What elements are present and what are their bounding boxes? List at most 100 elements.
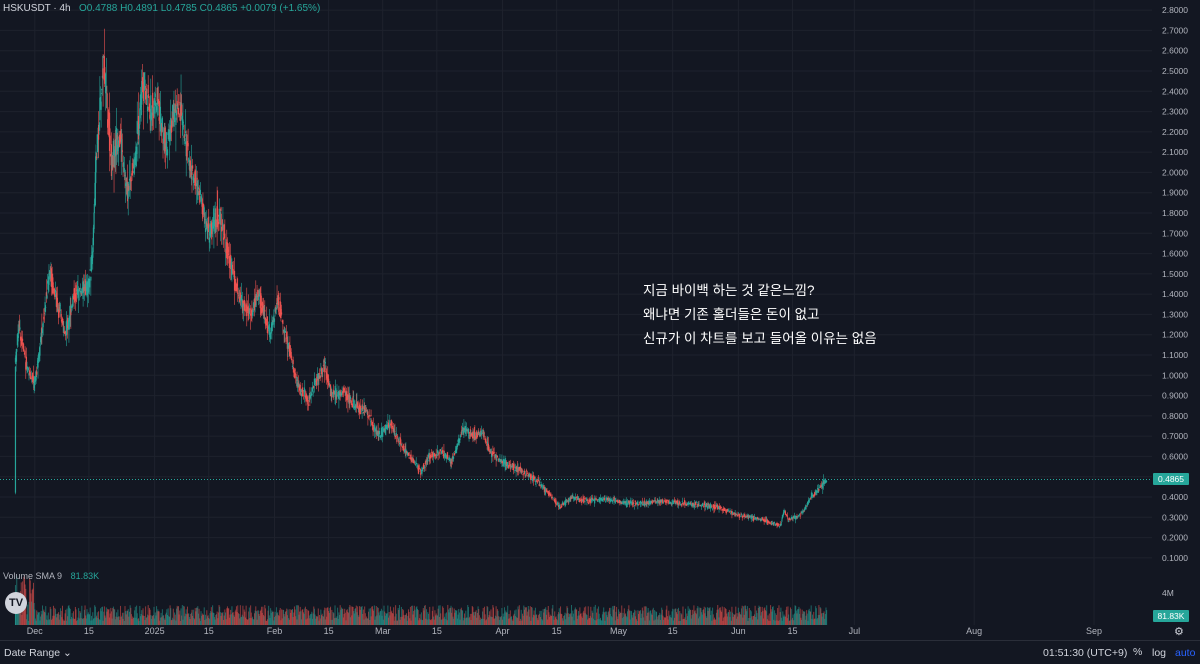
volume-bar	[109, 613, 111, 625]
candle-body	[495, 459, 497, 460]
candle-body	[605, 497, 607, 500]
candle-body	[558, 505, 560, 507]
candle-body	[20, 338, 22, 340]
volume-bar	[315, 615, 317, 625]
candle-body	[719, 506, 721, 509]
symbol-legend[interactable]: HSKUSDT · 4h O0.4788 H0.4891 L0.4785 C0.…	[3, 3, 320, 14]
candle-body	[503, 462, 506, 464]
candle-body	[391, 425, 393, 428]
candle-body	[97, 124, 100, 140]
volume-bar	[91, 620, 93, 625]
log-scale-button[interactable]: log	[1152, 647, 1167, 659]
candle-body	[487, 441, 489, 445]
candle-body	[390, 424, 392, 425]
clock-display[interactable]: 01:51:30 (UTC+9)	[1043, 647, 1128, 659]
candle-body	[458, 438, 460, 443]
candle-body	[739, 516, 741, 518]
date-range-button[interactable]: Date Range ⌄	[4, 647, 72, 659]
volume-bar	[770, 605, 772, 625]
volume-bar	[147, 614, 149, 625]
volume-bar	[71, 616, 73, 625]
candle-body	[450, 458, 452, 464]
volume-bar	[738, 613, 740, 625]
candlesticks	[14, 28, 828, 529]
candle-body	[422, 468, 424, 469]
candle-body	[436, 454, 438, 456]
volume-bar	[344, 612, 346, 625]
volume-bar	[741, 605, 743, 625]
volume-bar	[340, 607, 342, 625]
volume-bar	[321, 615, 323, 625]
volume-bar	[752, 615, 754, 625]
volume-bar	[795, 606, 797, 625]
candle-body	[283, 330, 285, 334]
x-tick-label: Mar	[375, 626, 391, 636]
candle-body	[672, 502, 674, 504]
volume-bar	[342, 617, 344, 625]
volume-bar	[697, 606, 699, 625]
volume-bar	[536, 618, 538, 625]
price-chart[interactable]: 0.10000.20000.30000.40000.50000.60000.70…	[0, 0, 1200, 640]
time-axis[interactable]: Dec 15 2025 15 Feb 15 Mar 15 Apr 15 May 15 Jun 15 Jul A…	[27, 626, 1102, 636]
candle-body	[761, 518, 763, 520]
candle-body	[383, 428, 385, 432]
candle-body	[162, 138, 164, 144]
candle-body	[544, 491, 546, 493]
candle-body	[416, 465, 418, 467]
candle-body	[175, 110, 178, 116]
volume-bar	[25, 619, 27, 625]
candle-body	[325, 371, 327, 373]
volume-bar	[500, 617, 502, 625]
auto-scale-button[interactable]: auto	[1175, 647, 1196, 659]
candle-body	[141, 80, 143, 105]
volume-bar	[99, 619, 101, 625]
volume-bar	[745, 609, 747, 625]
volume-bar	[824, 618, 826, 625]
candle-body	[282, 329, 285, 332]
chart-background	[0, 0, 1200, 640]
candle-body	[228, 255, 230, 268]
volume-bar	[231, 606, 233, 625]
volume-bar	[808, 608, 810, 625]
volume-bar	[393, 620, 395, 625]
symbol-name[interactable]: HSKUSDT · 4h	[3, 3, 71, 14]
volume-bar	[54, 609, 56, 625]
volume-bar	[214, 619, 216, 625]
volume-bar	[624, 614, 626, 625]
candle-body	[29, 371, 31, 379]
candle-body	[36, 364, 38, 366]
volume-bar	[485, 619, 487, 625]
candle-body	[609, 498, 611, 502]
candle-body	[147, 84, 149, 94]
candle-body	[421, 467, 423, 474]
chart-annotation[interactable]: 지금 바이백 하는 것 같은느낌? 왜냐면 기존 홀더들은 돈이 없고 신규가 …	[643, 279, 877, 351]
candle-body	[733, 512, 735, 515]
price-axis[interactable]: 0.10000.20000.30000.40000.50000.60000.70…	[1162, 5, 1188, 563]
volume-bar	[346, 610, 348, 625]
candle-body	[354, 405, 356, 407]
candle-body	[720, 508, 722, 509]
volume-bar	[123, 620, 125, 625]
candle-body	[274, 308, 276, 312]
candle-body	[440, 450, 442, 452]
volume-bar	[103, 611, 105, 625]
candle-body	[371, 421, 374, 427]
volume-bar	[395, 613, 397, 625]
volume-bar	[183, 606, 185, 625]
candle-body	[413, 461, 415, 464]
percent-scale-button[interactable]: %	[1133, 646, 1143, 658]
candle-body	[489, 450, 491, 453]
candle-body	[114, 139, 116, 157]
tradingview-logo-icon[interactable]: TV	[5, 592, 27, 614]
volume-legend[interactable]: Volume SMA 9 81.83K	[3, 571, 99, 581]
volume-bar	[762, 610, 764, 625]
candle-body	[632, 502, 634, 505]
candle-body	[812, 495, 814, 497]
volume-bar	[342, 608, 344, 625]
gear-icon[interactable]: ⚙	[1174, 626, 1184, 638]
volume-bar	[407, 609, 409, 625]
candle-body	[753, 516, 756, 518]
candle-body	[316, 378, 318, 381]
volume-bar	[685, 608, 687, 625]
candle-body	[462, 427, 464, 432]
